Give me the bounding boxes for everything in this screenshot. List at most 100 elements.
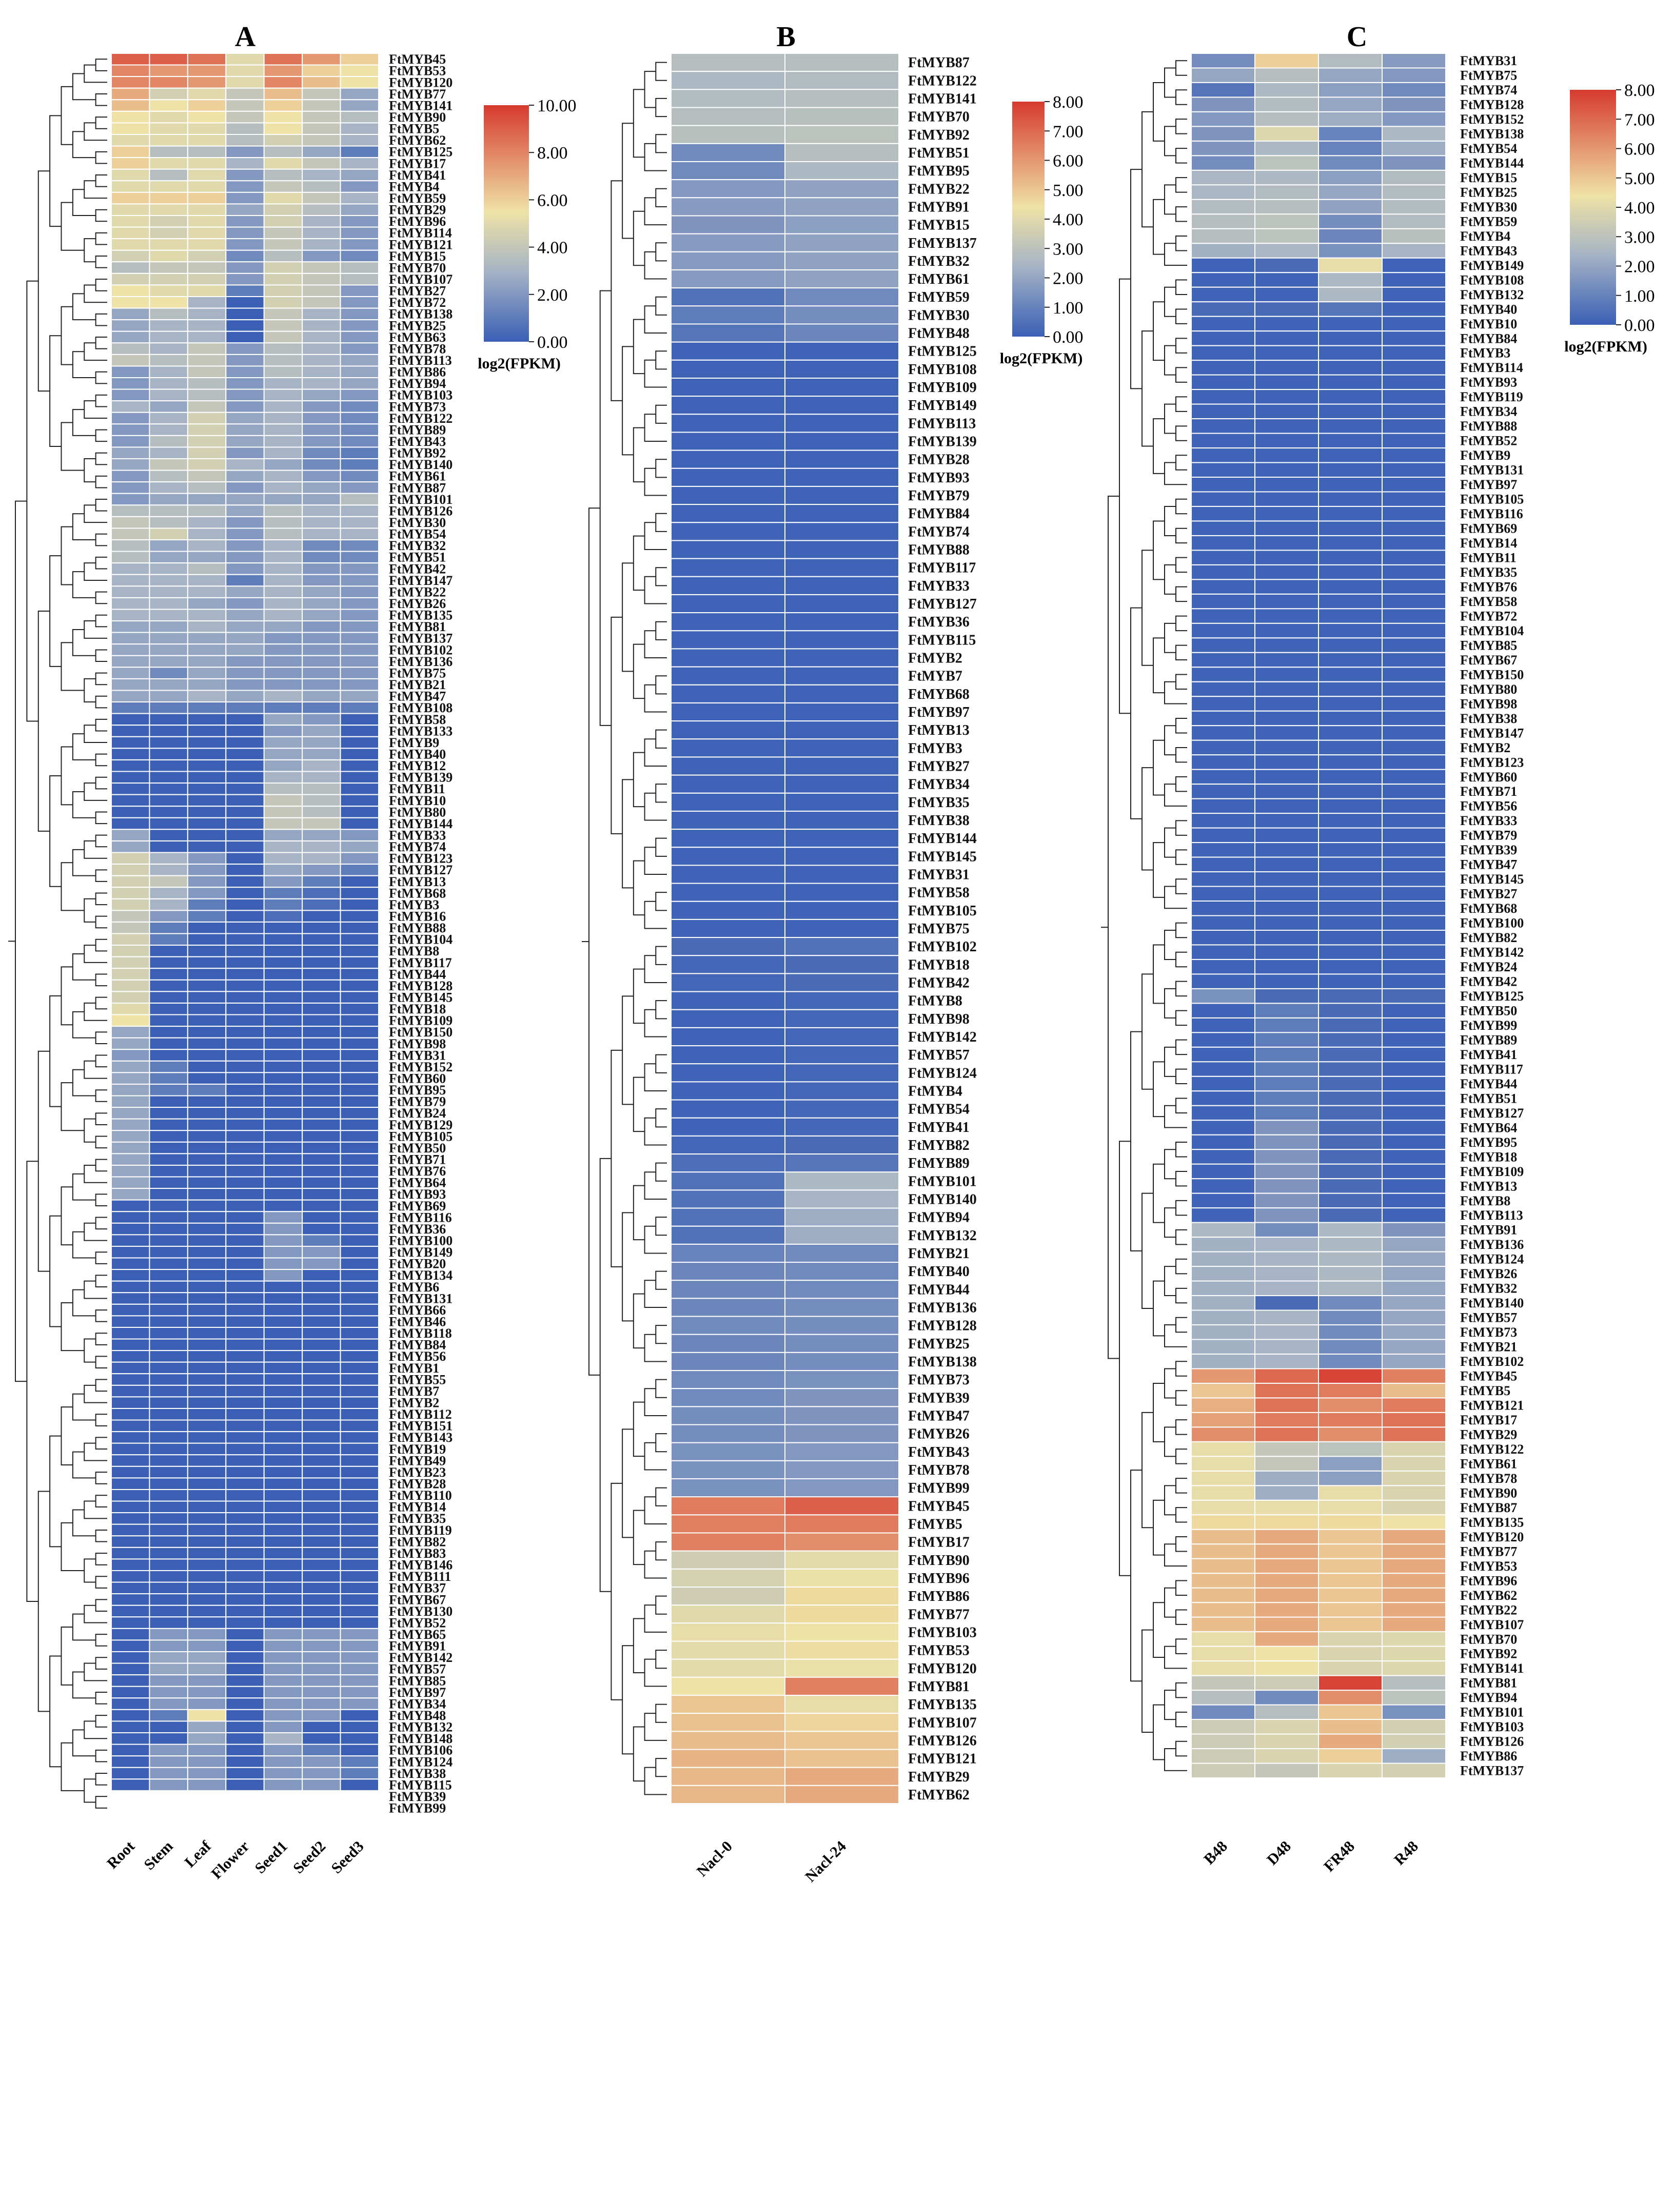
heatmap-cell (340, 701, 379, 714)
heatmap-cell (149, 377, 188, 390)
heatmap-cell (671, 648, 785, 668)
row-label: FtMYB149 (389, 1245, 452, 1260)
dendrogram-branch (95, 313, 107, 326)
dendrogram-a (8, 58, 107, 1809)
row-label: FtMYB129 (389, 1118, 452, 1132)
heatmap-cell (149, 400, 188, 413)
heatmap-cell (784, 1388, 899, 1407)
row-label: FtMYB97 (908, 704, 970, 720)
heatmap-cell (111, 1604, 150, 1618)
heatmap-cell (1382, 228, 1446, 244)
heatmap-cell (111, 690, 150, 703)
heatmap-cell (263, 910, 303, 923)
heatmap-cell (187, 365, 227, 379)
heatmap-cell (340, 1489, 379, 1502)
row-label: FtMYB30 (1460, 200, 1517, 214)
heatmap-cell (1382, 418, 1446, 434)
heatmap-cell (111, 435, 150, 448)
dendrogram-branch (644, 359, 667, 388)
dendrogram-branch (644, 1388, 667, 1416)
row-label: FtMYB91 (908, 199, 970, 215)
heatmap-cell (149, 1072, 188, 1085)
row-label: FtMYB31 (908, 867, 970, 883)
heatmap-cell (302, 991, 341, 1004)
heatmap-cell (149, 1095, 188, 1108)
dendrogram-branch (84, 782, 107, 801)
heatmap-cell (671, 1406, 785, 1425)
heatmap-cell (1382, 622, 1446, 639)
dendrogram-branch (84, 1604, 107, 1623)
heatmap-cell (149, 852, 188, 865)
heatmap-cell (1191, 286, 1255, 303)
heatmap-cell (340, 1245, 379, 1259)
dendrogram-branch (49, 115, 62, 227)
heatmap-cell (187, 968, 227, 981)
heatmap-cell (302, 272, 341, 286)
heatmap-cell (187, 296, 227, 309)
heatmap-cell (671, 937, 785, 956)
heatmap-cell (340, 1037, 379, 1050)
dendrogram-branch (1175, 1170, 1187, 1187)
dendrogram-branch (61, 1742, 85, 1791)
heatmap-cell (225, 817, 265, 830)
heatmap-cell (1191, 1017, 1255, 1033)
heatmap-cell (1254, 1090, 1319, 1106)
heatmap-cell (1254, 1616, 1319, 1633)
row-label: FtMYB146 (389, 1558, 452, 1573)
row-label: FtMYB128 (389, 978, 452, 993)
row-label: FtMYB46 (389, 1315, 446, 1329)
row-label: FtMYB136 (389, 654, 452, 669)
heatmap-cell (1191, 330, 1255, 346)
heatmap-cell (1318, 564, 1383, 580)
heatmap-cell (1318, 1660, 1383, 1676)
heatmap-cell (187, 481, 227, 494)
heatmap-cell (340, 1141, 379, 1154)
heatmap-cell (1191, 1309, 1255, 1326)
heatmap-cell (263, 1744, 303, 1757)
heatmap-cell (1318, 477, 1383, 493)
heatmap-cell (784, 973, 899, 992)
dendrogram-branch (84, 1060, 107, 1079)
heatmap-cell (340, 1604, 379, 1618)
heatmap-cell (302, 157, 341, 170)
row-label: FtMYB71 (1460, 784, 1517, 799)
heatmap-cell (187, 864, 227, 876)
row-label: FtMYB58 (1460, 594, 1517, 609)
heatmap-cell (225, 945, 265, 957)
heatmap-cell (111, 64, 150, 77)
heatmap-cell (225, 527, 265, 541)
heatmap-cell (1382, 827, 1446, 844)
row-label: FtMYB14 (389, 1500, 446, 1515)
heatmap-cell (149, 1512, 188, 1525)
heatmap-cell (187, 1384, 227, 1398)
heatmap-cell (340, 1211, 379, 1224)
heatmap-cell (1191, 973, 1255, 989)
heatmap-cell (1318, 1207, 1383, 1223)
heatmap-cell (1318, 1573, 1383, 1589)
dendrogram-branch (61, 1082, 85, 1131)
dendrogram-branch (49, 1435, 62, 1548)
heatmap-cell (671, 774, 785, 794)
dendrogram-branch (1164, 725, 1176, 756)
heatmap-cell (1191, 1426, 1255, 1442)
heatmap-cell (671, 323, 785, 343)
row-label: FtMYB45 (1460, 1369, 1517, 1384)
heatmap-cell (111, 864, 150, 876)
heatmap-cell (263, 504, 303, 517)
dendrogram-branch (1175, 747, 1187, 763)
heatmap-cell (1254, 593, 1319, 610)
heatmap-cell (111, 215, 150, 228)
row-label: FtMYB84 (908, 506, 970, 522)
heatmap-cell (225, 1465, 265, 1479)
heatmap-cell (225, 551, 265, 564)
heatmap-cell (784, 738, 899, 758)
dendrogram-branch (1153, 199, 1165, 255)
heatmap-cell (111, 296, 150, 309)
heatmap-cell (302, 817, 341, 830)
row-label: FtMYB125 (389, 145, 452, 160)
row-label: FtMYB101 (1460, 1705, 1524, 1720)
heatmap-cell (1382, 564, 1446, 580)
heatmap-cell (1254, 491, 1319, 507)
heatmap-cell (1191, 228, 1255, 244)
heatmap-cell (1318, 184, 1383, 200)
